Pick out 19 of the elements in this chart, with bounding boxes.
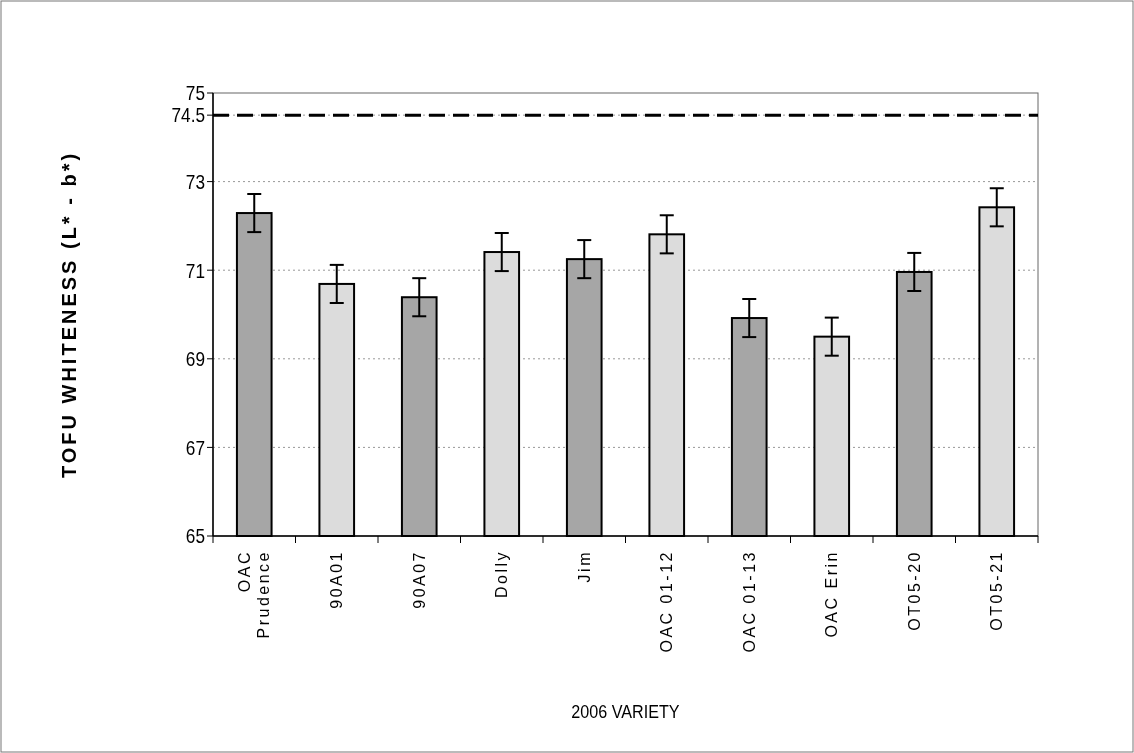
x-tick-label: Jim [575,550,593,583]
x-tick-label: Dolly [493,550,511,599]
y-tick-label: 74.5 [171,103,205,127]
x-tick-label: OAC 01-12 [658,550,676,653]
x-tick-label: OAC Erin [823,550,841,638]
x-tick-label: OT05-21 [988,550,1006,631]
y-tick-label: 69 [185,347,205,371]
x-tick-label: OAC Prudence [236,550,272,639]
x-tick-label: 90A07 [410,550,428,609]
y-tick-label: 71 [185,258,205,282]
y-tick-label: 73 [185,170,205,194]
y-axis-title: TOFU WHITENESS (L* - b*) [58,150,80,479]
y-tick-label: 65 [185,524,205,548]
y-tick-label: 67 [185,436,205,460]
x-axis-title: 2006 VARIETY [571,700,680,723]
x-tick-label: 90A01 [328,550,346,609]
x-tick-label: OT05-20 [905,550,923,631]
y-tick-label: 75 [185,81,205,105]
x-tick-label: OAC 01-13 [740,550,758,653]
